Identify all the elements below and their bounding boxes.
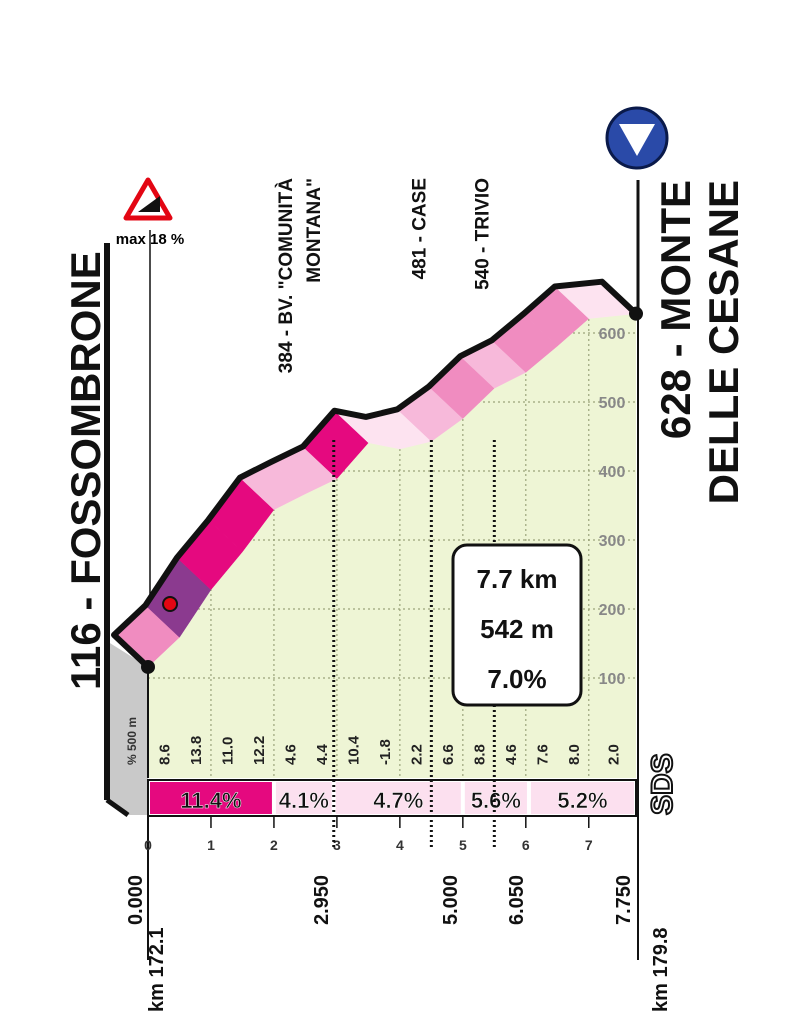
km-mark-label: 0.000: [125, 875, 147, 925]
finish-dot: [629, 306, 643, 321]
waypoint-label: 481 - CASE: [409, 178, 430, 279]
start-title: 116 - FOSSOMBRONE: [62, 251, 109, 690]
y-tick-label: 500: [599, 395, 626, 412]
gradient-label: 10.4: [346, 735, 363, 765]
km-mark-label: 7.750: [613, 875, 635, 925]
start-wall: [105, 640, 148, 815]
max-label: max 18 %: [116, 231, 184, 248]
gradient-label: 8.0: [566, 744, 583, 765]
gradient-label: -1.8: [377, 739, 394, 765]
max-icon-slope: [138, 196, 160, 212]
x-tick-label: 4: [396, 837, 404, 853]
x-tick-label: 3: [333, 837, 341, 853]
section-bar: [530, 782, 634, 814]
x-tick-label: 0: [144, 837, 152, 853]
summary-line: 542 m: [480, 614, 554, 644]
section-bar: [275, 782, 332, 814]
finish-title: DELLE CESANE: [700, 180, 747, 504]
section-label: 5.6%: [471, 788, 521, 813]
section-label: 4.7%: [373, 788, 423, 813]
y-tick-label: 400: [599, 464, 626, 481]
start-dot: [141, 659, 155, 674]
section-label: 11.4%: [180, 788, 241, 813]
summary-line: 7.7 km: [477, 564, 558, 594]
max-icon: [123, 177, 173, 221]
scale-label: % 500 m: [125, 717, 139, 765]
section-bar: [150, 782, 272, 814]
start-post-base: [105, 797, 130, 818]
gradient-label: 13.8: [188, 736, 205, 765]
finish-km: km 179.8: [650, 927, 672, 1012]
gradient-label: 2.2: [409, 744, 426, 765]
section-label: 4.1%: [279, 788, 329, 813]
profile-edge: [111, 278, 639, 670]
section-bar: [464, 782, 527, 814]
gradient-label: 4.6: [283, 744, 300, 765]
waypoint-label: 540 - TRIVIO: [472, 178, 493, 290]
gradient-label: 8.8: [472, 744, 489, 765]
summary-box: [451, 543, 583, 707]
gradient-label: 12.2: [251, 736, 268, 765]
waypoint-label: 384 - BV. "COMUNITÀ: [275, 178, 297, 373]
gradient-label: 2.0: [605, 744, 622, 765]
gradient-label: 4.4: [314, 743, 331, 765]
section-bar: [335, 782, 461, 814]
y-tick-label: 200: [599, 602, 626, 619]
finish-icon-arrow: [619, 124, 655, 156]
gradient-label: 8.6: [157, 744, 174, 765]
logo: SDS: [646, 753, 679, 815]
gradient-label: 4.6: [503, 744, 520, 765]
gradient-label: 7.6: [535, 744, 552, 765]
section-label: 5.2%: [557, 788, 607, 813]
waypoint-label: MONTANA": [304, 178, 325, 283]
y-tick-label: 600: [599, 326, 626, 343]
finish-title: 628 - MONTE: [652, 180, 699, 439]
km-mark-label: 5.000: [440, 875, 462, 925]
summary-line: 7.0%: [487, 664, 546, 694]
x-tick-label: 7: [585, 837, 593, 853]
x-tick-label: 2: [270, 837, 278, 853]
km-mark-label: 6.050: [506, 875, 528, 925]
x-tick-label: 5: [459, 837, 467, 853]
max-dot: [162, 596, 179, 612]
x-tick-label: 1: [207, 837, 215, 853]
gradient-label: 11.0: [220, 737, 237, 765]
km-mark-label: 2.950: [311, 875, 333, 925]
y-tick-label: 300: [599, 533, 626, 550]
x-tick-label: 6: [522, 837, 530, 853]
gradient-label: 6.6: [440, 744, 457, 765]
y-tick-label: 100: [599, 671, 626, 688]
start-km: km 172.1: [146, 927, 168, 1012]
